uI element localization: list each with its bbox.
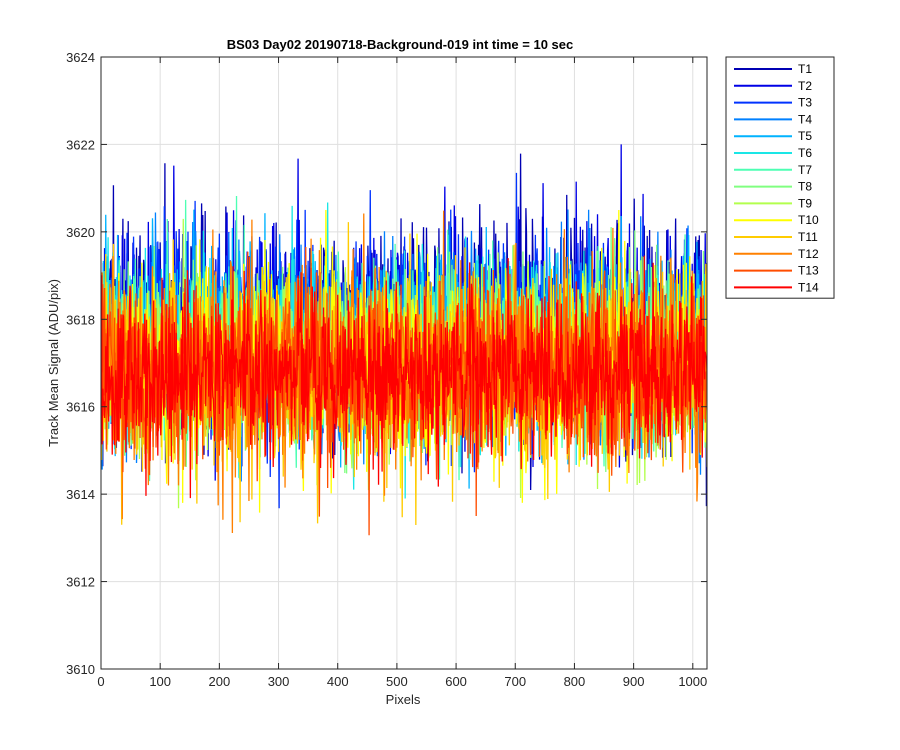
y-tick-label: 3614 (66, 487, 95, 502)
x-tick-label: 800 (564, 674, 586, 689)
legend-label-t12: T12 (798, 247, 819, 261)
legend-label-t8: T8 (798, 180, 812, 194)
axis-ticks: 0 100 200 300 400 500 600 700 800 900 1000 3610 3612… (66, 50, 707, 689)
legend-label-t5: T5 (798, 129, 812, 143)
y-tick-label: 3610 (66, 662, 95, 677)
legend-label-t2: T2 (798, 79, 812, 93)
x-tick-label: 900 (623, 674, 645, 689)
legend-label-t10: T10 (798, 213, 819, 227)
legend-label-t13: T13 (798, 264, 819, 278)
legend-label-t14: T14 (798, 280, 819, 294)
series-line-t14 (101, 255, 707, 499)
y-tick-label: 3616 (66, 400, 95, 415)
x-tick-label: 700 (504, 674, 526, 689)
legend-label-t3: T3 (798, 96, 812, 110)
legend-label-t9: T9 (798, 196, 812, 210)
y-tick-label: 3618 (66, 312, 95, 327)
x-tick-label: 200 (209, 674, 231, 689)
chart-title: BS03 Day02 20190718-Background-019 int t… (227, 37, 574, 52)
x-tick-label: 400 (327, 674, 349, 689)
legend-box (725, 56, 835, 299)
x-tick-label: 500 (386, 674, 408, 689)
legend-label-t4: T4 (798, 112, 812, 126)
y-tick-label: 3612 (66, 575, 95, 590)
legend: T1 T2 T3 T4 T5 T6 T7 T8 T9 T10 T11 T12 T13 T14 (725, 56, 835, 299)
x-tick-label: 300 (268, 674, 290, 689)
axes-frame (100, 56, 708, 670)
y-tick-label: 3622 (66, 137, 95, 152)
legend-label-t1: T1 (798, 62, 812, 76)
x-tick-label: 1000 (678, 674, 707, 689)
y-tick-label: 3620 (66, 225, 95, 240)
axes-box (100, 56, 708, 670)
x-tick-label: 600 (445, 674, 467, 689)
x-tick-label: 0 (97, 674, 104, 689)
legend-label-t6: T6 (798, 146, 812, 160)
y-tick-label: 3624 (66, 50, 95, 65)
legend-label-t7: T7 (798, 163, 812, 177)
x-axis-label: Pixels (386, 692, 421, 707)
series-line-t13 (101, 247, 707, 536)
series-layer (101, 144, 707, 536)
y-axis-label: Track Mean Signal (ADU/pix) (46, 279, 61, 447)
legend-label-t11: T11 (798, 230, 818, 244)
x-tick-label: 100 (149, 674, 171, 689)
